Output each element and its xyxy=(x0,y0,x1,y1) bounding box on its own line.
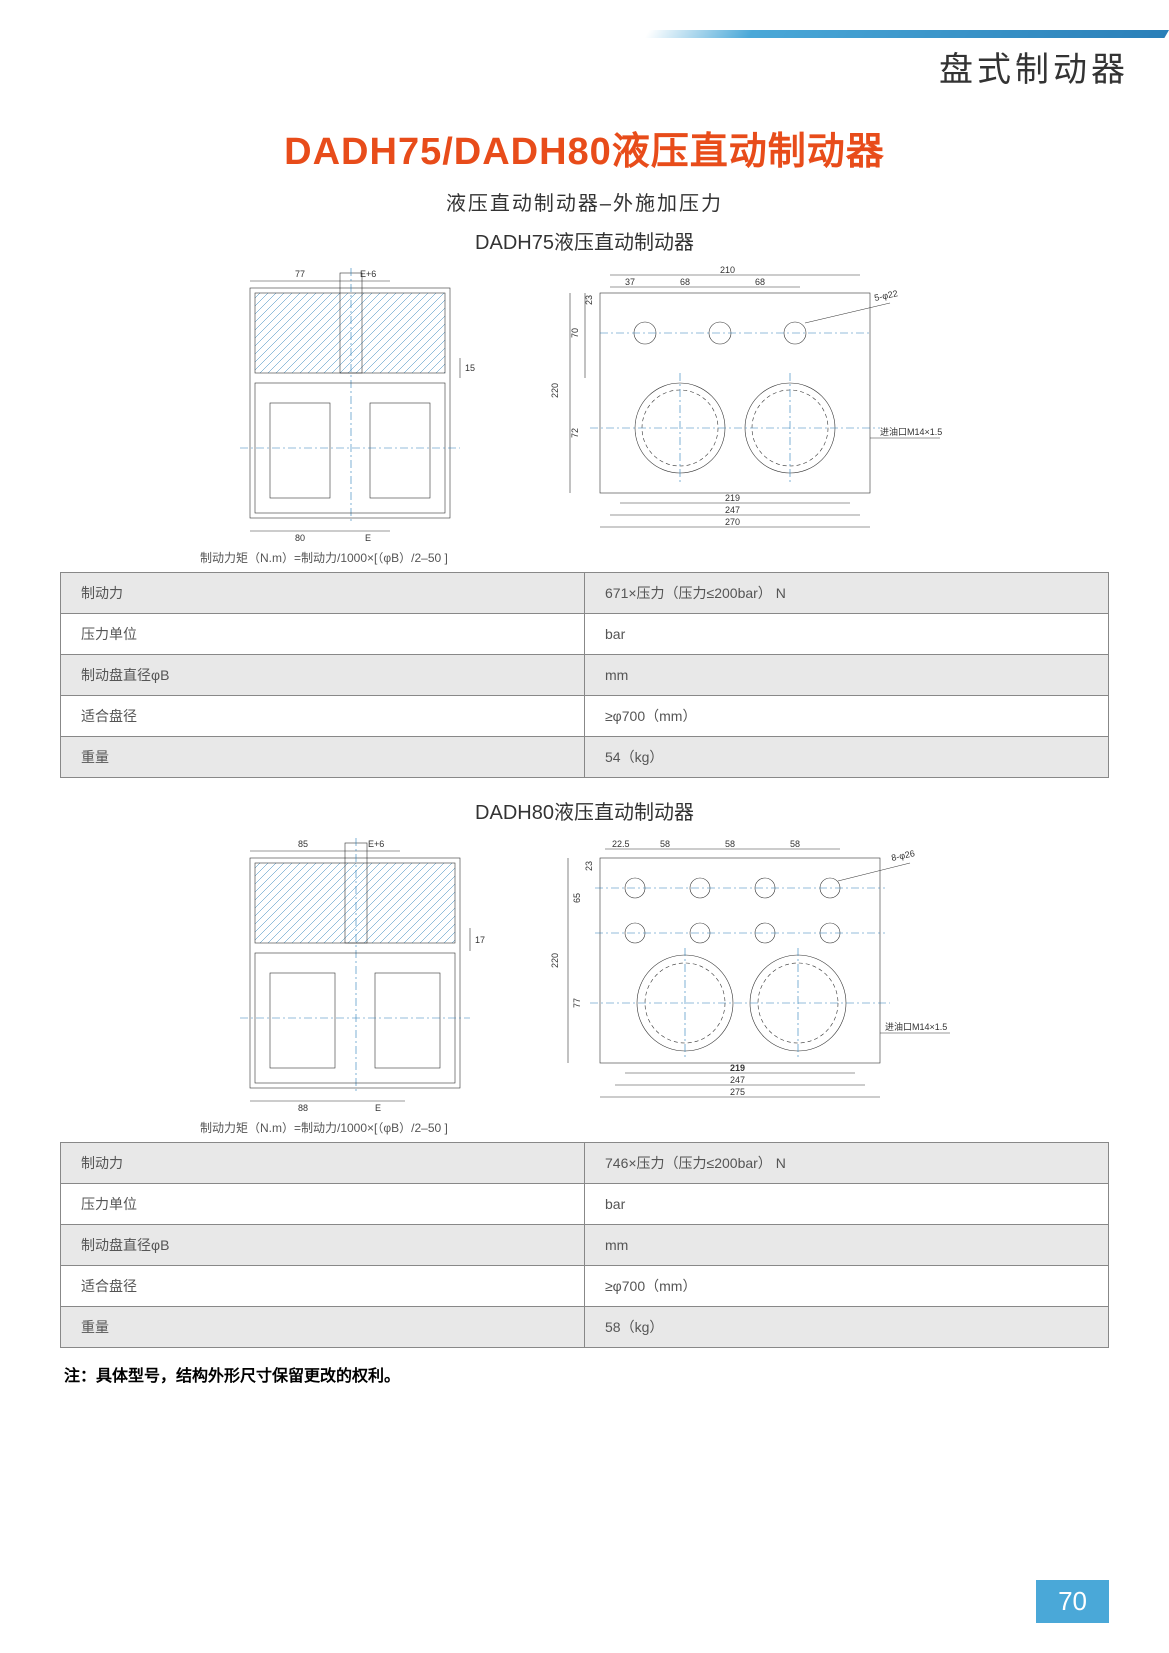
subtitle: 液压直动制动器–外施加压力 xyxy=(60,187,1109,216)
svg-text:E: E xyxy=(365,533,371,543)
main-title: DADH75/DADH80液压直动制动器 xyxy=(60,120,1109,175)
section2-table: 制动力746×压力（压力≤200bar） N 压力单位bar 制动盘直径φBmm… xyxy=(60,1142,1109,1348)
svg-text:220: 220 xyxy=(550,383,560,398)
cell-label: 压力单位 xyxy=(61,1184,585,1225)
table-row: 制动力671×压力（压力≤200bar） N xyxy=(61,573,1109,614)
svg-text:E: E xyxy=(375,1103,381,1113)
section2-prefix: DADH80 xyxy=(475,802,554,824)
svg-text:80: 80 xyxy=(295,533,305,543)
svg-text:23: 23 xyxy=(584,295,594,305)
svg-text:E+6: E+6 xyxy=(360,269,376,279)
svg-text:220: 220 xyxy=(550,953,560,968)
cell-value: ≥φ700（mm） xyxy=(585,1266,1109,1307)
svg-text:E+6: E+6 xyxy=(368,839,384,849)
section2-title: DADH80液压直动制动器 xyxy=(60,796,1109,825)
cell-value: bar xyxy=(585,1184,1109,1225)
cell-value: 54（kg） xyxy=(585,737,1109,778)
cell-value: mm xyxy=(585,1225,1109,1266)
svg-text:8-φ26: 8-φ26 xyxy=(890,848,915,863)
svg-text:247: 247 xyxy=(730,1075,745,1085)
svg-text:58: 58 xyxy=(725,839,735,849)
table-row: 适合盘径≥φ700（mm） xyxy=(61,1266,1109,1307)
table-row: 重量58（kg） xyxy=(61,1307,1109,1348)
svg-text:15: 15 xyxy=(465,363,475,373)
svg-text:247: 247 xyxy=(725,505,740,515)
cell-label: 制动盘直径φB xyxy=(61,1225,585,1266)
page-number: 70 xyxy=(1036,1580,1109,1623)
svg-text:70: 70 xyxy=(570,328,580,338)
section1-table: 制动力671×压力（压力≤200bar） N 压力单位bar 制动盘直径φBmm… xyxy=(60,572,1109,778)
cell-value: ≥φ700（mm） xyxy=(585,696,1109,737)
section1-heading: 液压直动制动器 xyxy=(554,232,694,254)
section1-caption: 制动力矩（N.m）=制动力/1000×[（φB）/2–50 ] xyxy=(200,549,1109,566)
svg-text:210: 210 xyxy=(720,265,735,275)
svg-text:88: 88 xyxy=(298,1103,308,1113)
svg-text:85: 85 xyxy=(298,839,308,849)
section2-heading: 液压直动制动器 xyxy=(554,802,694,824)
svg-text:58: 58 xyxy=(660,839,670,849)
svg-text:68: 68 xyxy=(755,277,765,287)
section1-prefix: DADH75 xyxy=(475,232,554,254)
cell-value: 58（kg） xyxy=(585,1307,1109,1348)
cell-value: 746×压力（压力≤200bar） N xyxy=(585,1143,1109,1184)
svg-text:37: 37 xyxy=(625,277,635,287)
svg-text:进油口M14×1.5: 进油口M14×1.5 xyxy=(885,1021,947,1032)
table-row: 适合盘径≥φ700（mm） xyxy=(61,696,1109,737)
cell-value: 671×压力（压力≤200bar） N xyxy=(585,573,1109,614)
svg-text:270: 270 xyxy=(725,517,740,527)
cell-label: 压力单位 xyxy=(61,614,585,655)
cell-value: mm xyxy=(585,655,1109,696)
svg-text:77: 77 xyxy=(295,269,305,279)
section2-drawings: 85 E+6 17 88 E 22.5 58 58 58 xyxy=(60,833,1109,1113)
table-row: 制动盘直径φBmm xyxy=(61,1225,1109,1266)
svg-text:68: 68 xyxy=(680,277,690,287)
svg-text:77: 77 xyxy=(572,998,582,1008)
cell-label: 适合盘径 xyxy=(61,696,585,737)
table-row: 制动盘直径φBmm xyxy=(61,655,1109,696)
svg-text:219: 219 xyxy=(730,1063,745,1073)
svg-text:22.5: 22.5 xyxy=(612,839,630,849)
footnote: 注：具体型号，结构外形尺寸保留更改的权利。 xyxy=(64,1362,1109,1386)
banner-accent xyxy=(644,30,1169,38)
section1-drawings: 77 E+6 15 80 E 210 xyxy=(60,263,1109,543)
section1-right-drawing: 210 37 68 68 220 70 72 23 5-φ22 xyxy=(540,263,960,543)
category-label: 盘式制动器 xyxy=(939,42,1129,91)
svg-text:58: 58 xyxy=(790,839,800,849)
section2-right-drawing: 22.5 58 58 58 220 65 77 23 8-φ26 进油口M14×… xyxy=(540,833,960,1113)
table-row: 重量54（kg） xyxy=(61,737,1109,778)
table-row: 压力单位bar xyxy=(61,1184,1109,1225)
table-row: 制动力746×压力（压力≤200bar） N xyxy=(61,1143,1109,1184)
header-banner: 盘式制动器 xyxy=(649,30,1169,90)
cell-label: 制动力 xyxy=(61,1143,585,1184)
section2-left-drawing: 85 E+6 17 88 E xyxy=(210,833,510,1113)
svg-text:23: 23 xyxy=(584,861,594,871)
svg-text:17: 17 xyxy=(475,935,485,945)
svg-text:65: 65 xyxy=(572,893,582,903)
table-row: 压力单位bar xyxy=(61,614,1109,655)
section1-title: DADH75液压直动制动器 xyxy=(60,226,1109,255)
cell-label: 制动盘直径φB xyxy=(61,655,585,696)
cell-label: 重量 xyxy=(61,1307,585,1348)
svg-text:5-φ22: 5-φ22 xyxy=(873,288,898,303)
cell-label: 重量 xyxy=(61,737,585,778)
svg-text:72: 72 xyxy=(570,428,580,438)
cell-label: 适合盘径 xyxy=(61,1266,585,1307)
svg-text:进油口M14×1.5: 进油口M14×1.5 xyxy=(880,426,942,437)
svg-text:219: 219 xyxy=(725,493,740,503)
section2-caption: 制动力矩（N.m）=制动力/1000×[（φB）/2–50 ] xyxy=(200,1119,1109,1136)
svg-text:275: 275 xyxy=(730,1087,745,1097)
section1-left-drawing: 77 E+6 15 80 E xyxy=(210,263,510,543)
cell-value: bar xyxy=(585,614,1109,655)
cell-label: 制动力 xyxy=(61,573,585,614)
